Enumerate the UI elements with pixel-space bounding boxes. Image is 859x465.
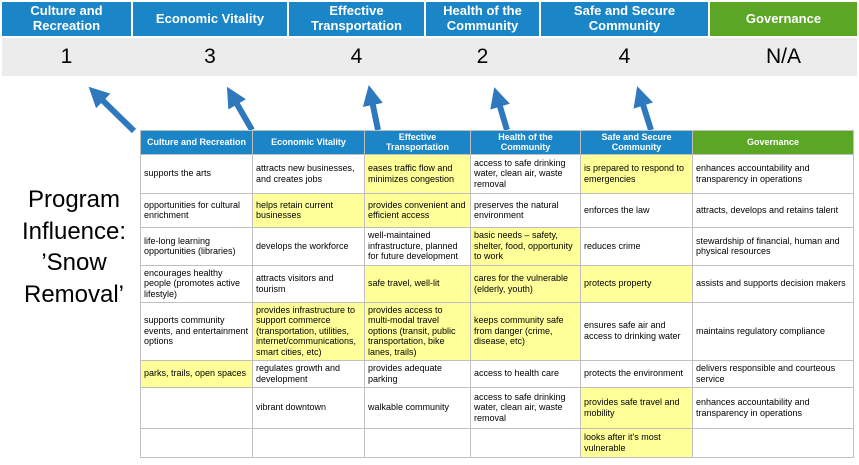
matrix-cell: cares for the vulnerable (elderly, youth… — [470, 264, 581, 303]
score-row: 1 3 4 2 4 N/A — [2, 38, 857, 76]
pillar-header-governance: Governance — [710, 2, 857, 36]
matrix-header-health-of-the-community: Health of the Community — [470, 130, 581, 155]
matrix-cell: regulates growth and development — [252, 359, 365, 388]
matrix-cell: basic needs – safety, shelter, food, opp… — [470, 226, 581, 266]
matrix-cell: parks, trails, open spaces — [140, 359, 253, 388]
matrix-cell: provides infrastructure to support comme… — [252, 301, 365, 361]
score-economic-vitality: 3 — [204, 45, 216, 68]
matrix-cell: is prepared to respond to emergencies — [580, 153, 693, 194]
matrix-cell: attracts, develops and retains talent — [692, 192, 854, 228]
pillar-header-economic-vitality: Economic Vitality — [133, 2, 287, 36]
matrix-cell: enhances accountability and transparency… — [692, 386, 854, 429]
matrix-cell: enforces the law — [580, 192, 693, 228]
matrix-row-1: supports the arts attracts new businesses… — [140, 153, 854, 194]
up-arrow — [362, 85, 383, 131]
matrix-cell: eases traffic flow and minimizes congest… — [364, 153, 471, 194]
matrix-cell: helps retain current businesses — [252, 192, 365, 228]
matrix-cell: preserves the natural environment — [470, 192, 581, 228]
pillar-header-row: Culture and Recreation Economic Vitality E… — [2, 2, 857, 36]
matrix-cell: opportunities for cultural enrichment — [140, 192, 253, 228]
matrix-cell: delivers responsible and courteous servi… — [692, 359, 854, 388]
score-band — [2, 38, 857, 76]
matrix-cell: access to health care — [470, 359, 581, 388]
pillar-header-culture-and-recreation: Culture and Recreation — [2, 2, 131, 36]
up-arrow — [633, 86, 654, 131]
matrix-cell: assists and supports decision makers — [692, 264, 854, 303]
matrix-cell: vibrant downtown — [252, 386, 365, 429]
matrix-cell: keeps community safe from danger (crime,… — [470, 301, 581, 361]
matrix-header-safe-and-secure-community: Safe and Secure Community — [580, 130, 693, 155]
matrix-cell: provides convenient and efficient access — [364, 192, 471, 228]
matrix-cell: reduces crime — [580, 226, 693, 266]
matrix-cell: safe travel, well-lit — [364, 264, 471, 303]
matrix-row-4: encourages healthy people (promotes acti… — [140, 264, 854, 303]
matrix-cell — [140, 386, 253, 429]
matrix-cell: provides safe travel and mobility — [580, 386, 693, 429]
up-arrow — [226, 86, 255, 132]
matrix-cell: looks after it's most vulnerable — [580, 427, 693, 458]
score-health-of-the-community: 2 — [476, 45, 489, 68]
matrix-cell — [252, 427, 365, 458]
matrix-cell: stewardship of financial, human and phys… — [692, 226, 854, 266]
up-arrow — [88, 86, 137, 134]
score-culture-and-recreation: 1 — [60, 45, 73, 68]
matrix-cell: access to safe drinking water, clean air… — [470, 153, 581, 194]
matrix-cell: maintains regulatory compliance — [692, 301, 854, 361]
matrix-cell: protects the environment — [580, 359, 693, 388]
matrix-cell: walkable community — [364, 386, 471, 429]
score-safe-and-secure-community: 4 — [618, 45, 631, 68]
matrix-row-7: vibrant downtown walkable community access… — [140, 386, 854, 429]
matrix-cell — [364, 427, 471, 458]
matrix-row-2: opportunities for cultural enrichment hel… — [140, 192, 854, 228]
matrix-header-economic-vitality: Economic Vitality — [252, 130, 365, 155]
matrix-cell: encourages healthy people (promotes acti… — [140, 264, 253, 303]
matrix-cell: life-long learning opportunities (librar… — [140, 226, 253, 266]
matrix-row-8: looks after it's most vulnerable — [140, 427, 854, 458]
matrix-cell — [470, 427, 581, 458]
matrix-cell: provides access to multi-modal travel op… — [364, 301, 471, 361]
matrix-cell: well-maintained infrastructure, planned … — [364, 226, 471, 266]
influence-arrows — [88, 85, 654, 134]
matrix-cell: ensures safe air and access to drinking … — [580, 301, 693, 361]
matrix-cell: provides adequate parking — [364, 359, 471, 388]
matrix-row-3: life-long learning opportunities (librar… — [140, 226, 854, 266]
pillar-header-health-of-the-community: Health of the Community — [426, 2, 539, 36]
matrix-cell: protects property — [580, 264, 693, 303]
matrix-cell: supports the arts — [140, 153, 253, 194]
pillar-header-effective-transportation: Effective Transportation — [289, 2, 424, 36]
matrix-cell — [692, 427, 854, 458]
program-title: Program Influence: ’Snow Removal’ — [21, 186, 127, 309]
matrix-cell: access to safe drinking water, clean air… — [470, 386, 581, 429]
score-governance: N/A — [765, 45, 801, 68]
matrix-row-6: parks, trails, open spaces regulates grow… — [140, 359, 854, 388]
matrix-cell: enhances accountability and transparency… — [692, 153, 854, 194]
matrix-cell — [140, 427, 253, 458]
matrix-header-row: Culture and Recreation Economic Vitality E… — [140, 130, 854, 155]
matrix-header-culture-and-recreation: Culture and Recreation — [140, 130, 253, 155]
score-effective-transportation: 4 — [350, 45, 363, 68]
matrix-cell: attracts visitors and tourism — [252, 264, 365, 303]
matrix-cell: supports community events, and entertain… — [140, 301, 253, 361]
matrix-cell: attracts new businesses, and creates job… — [252, 153, 365, 194]
matrix-header-effective-transportation: Effective Transportation — [364, 130, 471, 155]
matrix-row-5: supports community events, and entertain… — [140, 301, 854, 361]
matrix-header-governance: Governance — [692, 130, 854, 155]
pillar-header-safe-and-secure-community: Safe and Secure Community — [541, 2, 708, 36]
matrix-cell: develops the workforce — [252, 226, 365, 266]
influence-matrix: Culture and Recreation Economic Vitality E… — [140, 130, 854, 458]
up-arrow — [490, 87, 510, 131]
